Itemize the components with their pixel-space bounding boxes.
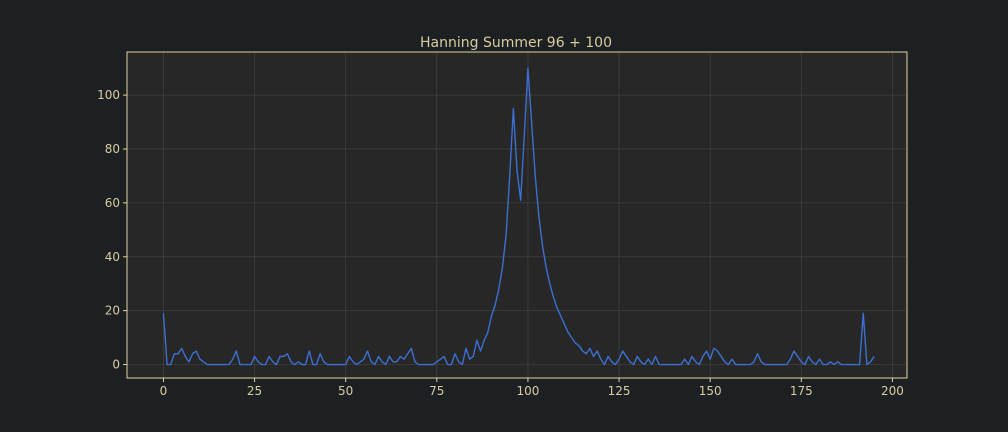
y-tick-label: 20: [105, 304, 120, 318]
x-tick-label: 25: [247, 384, 262, 398]
x-tick-label: 175: [790, 384, 813, 398]
x-tick-label: 125: [608, 384, 631, 398]
x-tick-label: 200: [881, 384, 904, 398]
chart-title: Hanning Summer 96 + 100: [420, 35, 612, 51]
tick-labels: 0 25 50 75 100 125 150 175 200 0 20 40 60 80 100: [97, 88, 904, 398]
x-tick-label: 50: [338, 384, 353, 398]
x-tick-label: 150: [699, 384, 722, 398]
y-tick-label: 80: [105, 142, 120, 156]
y-tick-label: 40: [105, 250, 120, 264]
plot-area: [127, 52, 907, 378]
series-layer: [162, 67, 875, 366]
y-tick-label: 100: [97, 88, 120, 102]
series-line-0: [162, 67, 875, 366]
plot-frame: [126, 51, 908, 379]
x-tick-label: 0: [160, 384, 168, 398]
x-tick-label: 75: [429, 384, 444, 398]
x-tick-label: 100: [516, 384, 539, 398]
y-tick-label: 60: [105, 196, 120, 210]
y-tick-label: 0: [112, 358, 120, 372]
